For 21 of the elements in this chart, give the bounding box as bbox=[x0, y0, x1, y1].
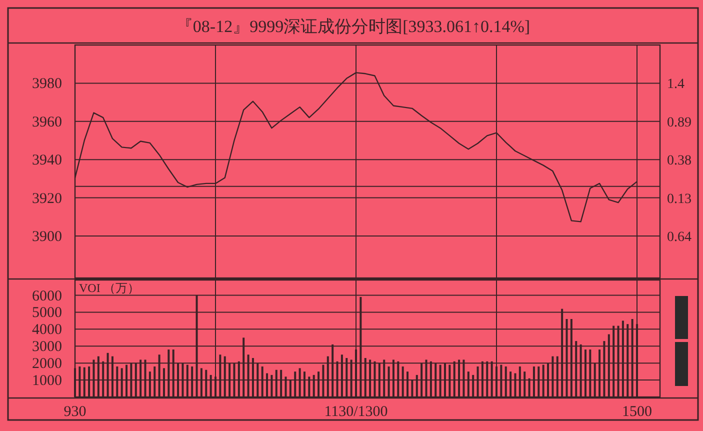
y-axis-title: VOI （万） bbox=[79, 281, 140, 295]
y-tick-label: 5000 bbox=[32, 305, 62, 322]
y2-tick-label: 0.13 bbox=[667, 192, 692, 207]
chart-title: 『08-12』9999深证成份分时图[3933.061↑0.14%] bbox=[176, 17, 530, 36]
y-tick-label: 3960 bbox=[32, 114, 62, 130]
y-tick-label: 6000 bbox=[32, 288, 62, 304]
y-tick-label: 3920 bbox=[32, 190, 62, 207]
y-tick-label: 3000 bbox=[32, 339, 62, 356]
x-tick-label: 930 bbox=[64, 404, 86, 420]
y2-tick-label: 0.38 bbox=[667, 154, 692, 169]
y2-tick-label: 0.89 bbox=[667, 115, 692, 130]
y2-tick-label: 0.64 bbox=[667, 230, 692, 246]
y-tick-label: 4000 bbox=[32, 322, 62, 338]
x-tick-label: 1500 bbox=[622, 404, 652, 420]
y2-tick-label: 1.4 bbox=[667, 77, 684, 92]
y-tick-label: 3940 bbox=[32, 152, 62, 169]
y-tick-label: 1000 bbox=[32, 373, 62, 390]
y-tick-label: 3980 bbox=[32, 76, 62, 92]
y-tick-label: 3900 bbox=[32, 228, 62, 245]
x-tick-label: 1130/1300 bbox=[324, 404, 388, 420]
y-tick-label: 2000 bbox=[32, 356, 62, 372]
